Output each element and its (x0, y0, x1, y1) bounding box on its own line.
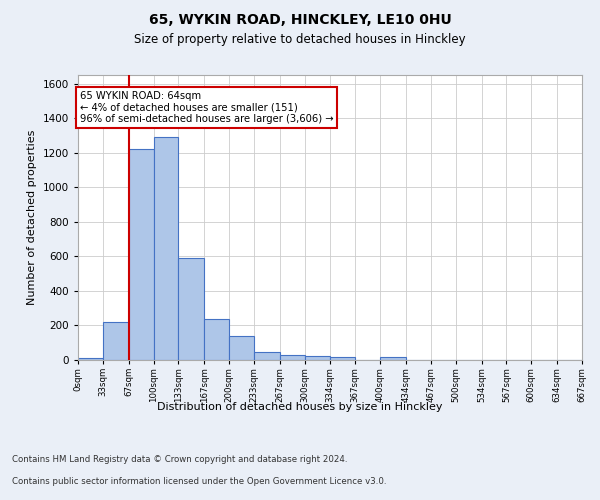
Bar (204, 320, 229, 360)
Bar (305, 356, 331, 360)
Bar (128, 150, 154, 360)
Text: 65 WYKIN ROAD: 64sqm
← 4% of detached houses are smaller (151)
96% of semi-detac: 65 WYKIN ROAD: 64sqm ← 4% of detached ho… (80, 90, 333, 124)
Bar (103, 322, 128, 360)
Y-axis label: Number of detached properties: Number of detached properties (27, 130, 37, 305)
Text: Contains HM Land Registry data © Crown copyright and database right 2024.: Contains HM Land Registry data © Crown c… (12, 455, 347, 464)
Text: Size of property relative to detached houses in Hinckley: Size of property relative to detached ho… (134, 32, 466, 46)
Bar (380, 358, 406, 360)
Bar (331, 358, 355, 360)
Bar (280, 355, 305, 360)
Bar (78, 358, 103, 360)
Bar (229, 336, 254, 360)
Text: Distribution of detached houses by size in Hinckley: Distribution of detached houses by size … (157, 402, 443, 412)
Bar (254, 352, 280, 360)
Text: Contains public sector information licensed under the Open Government Licence v3: Contains public sector information licen… (12, 478, 386, 486)
Bar (178, 258, 204, 360)
Text: 65, WYKIN ROAD, HINCKLEY, LE10 0HU: 65, WYKIN ROAD, HINCKLEY, LE10 0HU (149, 12, 451, 26)
Bar (154, 137, 178, 360)
